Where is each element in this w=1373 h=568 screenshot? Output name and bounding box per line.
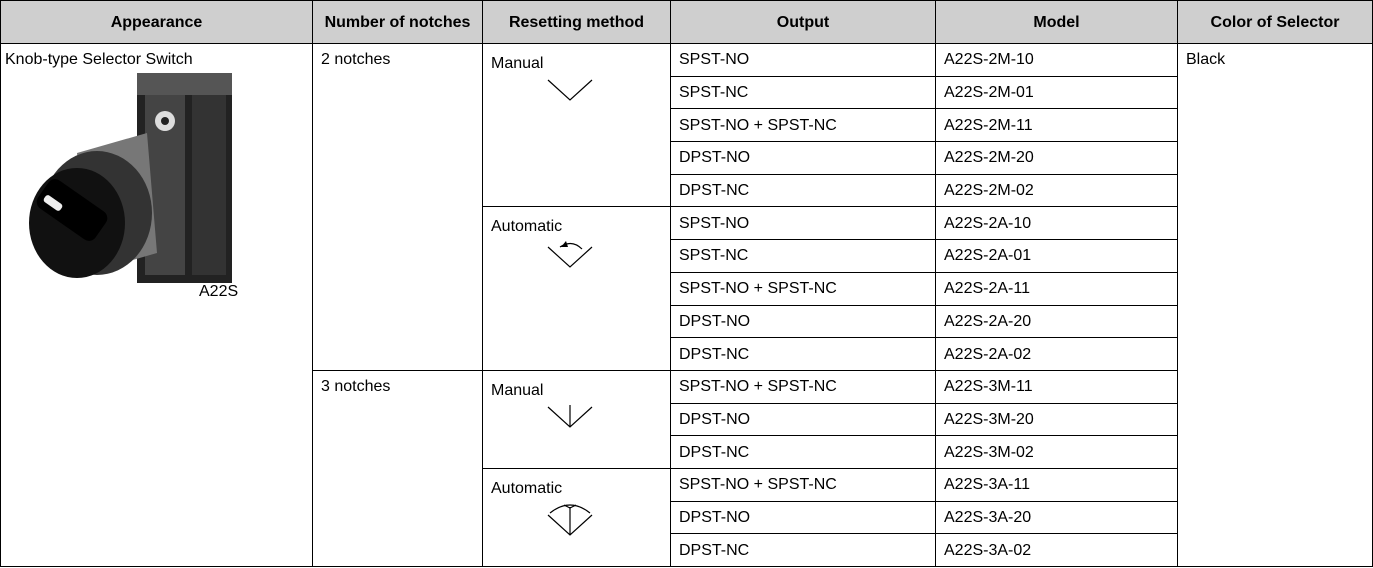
output-cell: SPST-NO + SPST-NC [670,369,936,404]
column-header: Number of notches [312,0,483,44]
model-cell: A22S-2A-20 [935,304,1178,339]
table-row: Automatic SPST-NO A22S-2A-10 [1,206,1373,371]
output-cell: SPST-NO [670,206,936,241]
switch-image [29,73,232,283]
appearance-label: Knob-type Selector Switch [5,51,193,68]
method-label: Automatic [491,479,563,497]
model-cell: A22S-2M-01 [935,75,1178,110]
table-row: DPST-NC A22S-2A-02 [1,337,1373,371]
model-cell: A22S-3A-20 [935,500,1178,535]
reset-icon [547,241,593,269]
table-head: Appearance Number of notches Resetting met… [0,0,1373,44]
method-cell: Automatic [482,467,671,568]
method-label: Automatic [491,218,563,236]
model-cell: A22S-2A-01 [935,239,1178,273]
table-row: SPST-NO + SPST-NC A22S-2M-11 [1,108,1373,143]
model-cell: A22S-3A-02 [935,533,1178,567]
appearance-cell: Knob-type Selector Switch A22S [0,43,313,567]
notches-cell: 2 notches [312,43,483,371]
model-cell: A22S-2M-20 [935,141,1178,175]
output-cell: DPST-NC [670,435,936,469]
reset-icon [547,504,593,536]
model-cell: A22S-2M-02 [935,173,1178,208]
output-cell: DPST-NO [670,141,936,175]
model-cell: A22S-2A-10 [935,206,1178,241]
reset-icon [547,404,593,428]
table-row: SPST-NC A22S-2A-01 [1,239,1373,273]
model-cell: A22S-2A-02 [935,337,1178,371]
output-cell: SPST-NO + SPST-NC [670,467,936,502]
output-cell: SPST-NC [670,239,936,273]
column-header: Resetting method [482,0,671,44]
column-header: Output [670,0,936,44]
notches-cell: 3 notches [312,369,483,568]
output-cell: SPST-NO + SPST-NC [670,108,936,143]
table-body: Knob-type Selector Switch A22S 2 notches Ma… [0,42,1373,568]
method-cell: Manual [482,42,671,208]
model-cell: A22S-2A-11 [935,271,1178,306]
method-cell: Automatic [482,206,671,371]
table-row: SPST-NO + SPST-NC A22S-2A-11 [1,271,1373,306]
table-row: Knob-type Selector Switch A22S 2 notches Ma… [0,42,1373,567]
table-row: DPST-NO A22S-2M-20 [1,141,1373,175]
table-row: SPST-NC A22S-2M-01 [1,75,1373,110]
model-cell: A22S-3M-11 [935,369,1178,404]
output-cell: DPST-NC [670,337,936,371]
header-row: Appearance Number of notches Resetting met… [0,0,1373,44]
image-caption: A22S [199,283,239,300]
output-cell: DPST-NO [670,402,936,437]
output-cell: DPST-NC [670,173,936,208]
method-label: Manual [491,55,544,72]
output-cell: SPST-NO [670,43,936,77]
table-row: DPST-NO A22S-2A-20 [1,304,1373,339]
method-label: Manual [491,381,544,399]
output-cell: DPST-NO [670,304,936,339]
model-cell: A22S-2M-10 [935,43,1178,77]
model-cell: A22S-3A-11 [935,467,1178,502]
output-cell: DPST-NO [670,500,936,535]
table-row: DPST-NC A22S-2M-02 [1,173,1373,208]
method-cell: Manual [482,369,671,469]
model-cell: A22S-2M-11 [935,108,1178,143]
column-header: Appearance [0,0,313,44]
column-header: Model [935,0,1178,44]
model-cell: A22S-3M-20 [935,402,1178,437]
reset-icon [547,79,593,101]
table-row: DPST-NC A22S-3A-02 [1,533,1373,567]
table-row: 3 notches Manual SPST-NO + SPST-NC A22S-3M-… [1,369,1373,568]
output-cell: SPST-NC [670,75,936,110]
model-cell: A22S-3M-02 [935,435,1178,469]
table-row: DPST-NO A22S-3M-20 [1,402,1373,437]
column-header: Color of Selector [1177,0,1373,44]
output-cell: DPST-NC [670,533,936,567]
color-cell: Black [1177,43,1373,567]
table-row: Automatic SPST-NO + SPST-NC A22S-3A-11 [1,467,1373,568]
output-cell: SPST-NO + SPST-NC [670,271,936,306]
